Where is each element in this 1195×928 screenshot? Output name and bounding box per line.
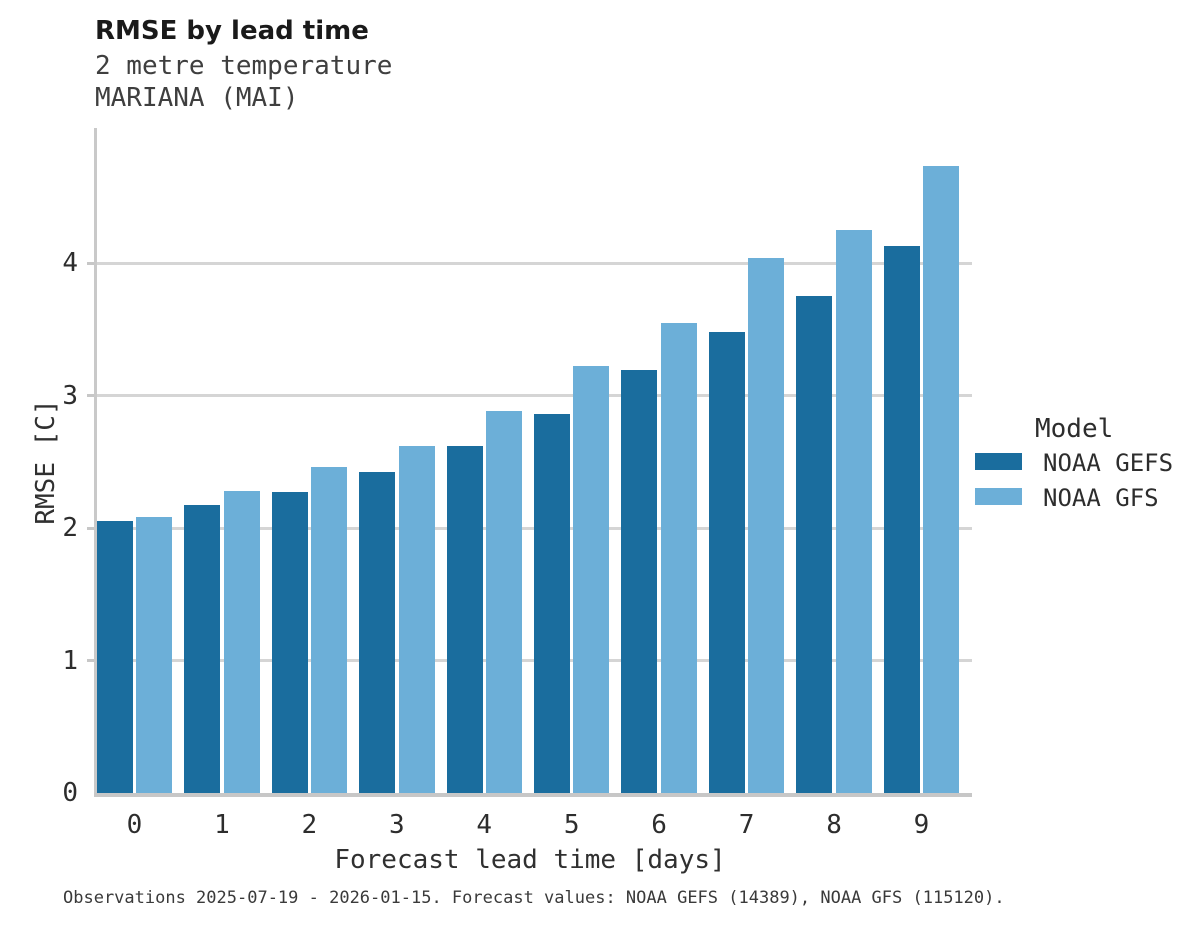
bar-noaa-gfs-day-0 (136, 517, 173, 793)
legend-label-noaa-gefs: NOAA GEFS (1043, 449, 1174, 477)
y-tick-label-4: 4 (62, 248, 78, 278)
gridline-y-2 (95, 526, 972, 530)
y-axis-title: RMSE [C] (31, 399, 61, 525)
x-tick-label-8: 8 (826, 810, 842, 840)
legend-title: Model (1035, 414, 1114, 444)
bar-noaa-gefs-day-9 (883, 245, 920, 793)
y-axis-line (93, 128, 97, 797)
bar-noaa-gfs-day-9 (923, 166, 960, 793)
legend-swatch-noaa-gfs (975, 488, 1022, 505)
bar-noaa-gefs-day-4 (446, 445, 483, 793)
bar-noaa-gfs-day-1 (223, 490, 260, 793)
y-tick-label-0: 0 (62, 778, 78, 808)
bar-noaa-gfs-day-3 (398, 445, 435, 793)
bar-noaa-gfs-day-2 (311, 467, 348, 793)
x-axis-line (93, 793, 972, 797)
y-tick-label-3: 3 (62, 380, 78, 411)
legend-label-noaa-gfs: NOAA GFS (1043, 484, 1159, 512)
x-axis-title: Forecast lead time [days] (334, 845, 726, 875)
bar-noaa-gefs-day-1 (184, 505, 221, 793)
bar-noaa-gfs-day-5 (573, 366, 610, 793)
bar-noaa-gefs-day-7 (708, 331, 745, 793)
x-tick-label-5: 5 (563, 810, 580, 840)
bar-noaa-gfs-day-7 (748, 257, 785, 793)
chart-subtitle-variable: 2 metre temperature (95, 51, 393, 81)
bar-noaa-gefs-day-3 (359, 472, 396, 793)
y-tick-label-1: 1 (62, 645, 78, 676)
y-axis-tick-4 (86, 261, 94, 265)
bar-noaa-gefs-day-2 (271, 492, 308, 793)
y-axis-tick-1 (86, 659, 94, 662)
x-tick-label-0: 0 (126, 810, 143, 840)
chart-title: RMSE by lead time (95, 16, 369, 46)
bar-noaa-gefs-day-8 (796, 296, 833, 793)
x-tick-label-9: 9 (913, 810, 930, 840)
y-tick-label-2: 2 (62, 513, 78, 543)
bar-noaa-gefs-day-0 (96, 521, 133, 793)
x-tick-label-6: 6 (651, 810, 667, 840)
x-tick-label-1: 1 (214, 810, 230, 840)
gridline-y-1 (95, 659, 972, 662)
chart-subtitle-location: MARIANA (MAI) (95, 83, 299, 113)
bar-noaa-gefs-day-6 (621, 370, 658, 793)
bar-noaa-gfs-day-4 (486, 411, 522, 793)
legend-swatch-noaa-gefs (975, 453, 1022, 470)
y-axis-tick-3 (86, 394, 94, 397)
bar-noaa-gfs-day-8 (835, 229, 872, 793)
caption-text: Observations 2025-07-19 - 2026-01-15. Fo… (63, 888, 1005, 908)
y-axis-tick-2 (86, 526, 94, 530)
gridline-y-3 (95, 394, 972, 397)
bar-noaa-gefs-day-5 (533, 414, 570, 793)
gridline-y-4 (95, 261, 972, 265)
bar-noaa-gfs-day-6 (660, 322, 697, 793)
x-tick-label-4: 4 (476, 810, 493, 840)
x-tick-label-2: 2 (301, 810, 318, 840)
x-tick-label-3: 3 (388, 810, 405, 840)
x-tick-label-7: 7 (738, 810, 755, 840)
